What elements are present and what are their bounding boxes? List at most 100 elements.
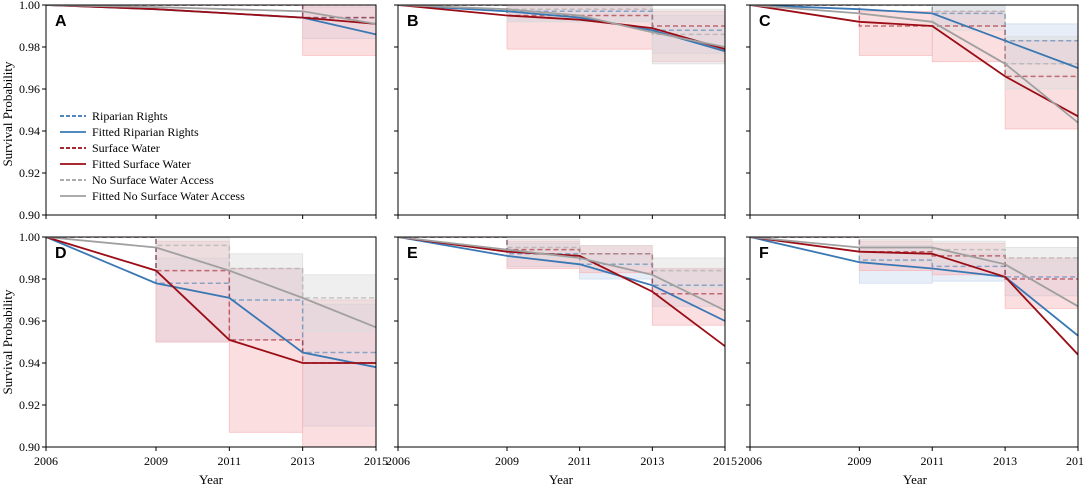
- y-tick-label: 1.00: [19, 0, 40, 12]
- legend-label: Fitted No Surface Water Access: [92, 189, 245, 203]
- panel-frame: [749, 236, 1079, 448]
- none-fitted-curve: [398, 5, 725, 48]
- panel-F: 2006 2009 2011 2013 2015 F: [738, 236, 1084, 468]
- x-tick-label: 2013: [291, 454, 315, 468]
- none-ci-band: [651, 8, 725, 65]
- none-ci-band: [579, 244, 653, 267]
- x-tick-label: 2015: [364, 454, 388, 468]
- none-ci-band: [1004, 247, 1078, 274]
- y-tick-label: 0.92: [19, 166, 40, 180]
- riparian-fitted-curve: [46, 237, 376, 369]
- legend-label: Fitted Riparian Rights: [92, 125, 199, 139]
- x-tick-label: 2009: [847, 454, 871, 468]
- none-fitted-curve: [46, 237, 376, 329]
- riparian-km-curve: [398, 5, 725, 31]
- x-tick-label: 2006: [738, 454, 762, 468]
- riparian-fitted-curve: [750, 5, 1078, 69]
- panel-D: 0.90 0.92 0.94 0.96 0.98 1.00 2006 2009 2011 2013…: [19, 230, 388, 468]
- x-tick-label: 2015: [1066, 454, 1084, 468]
- surface-fitted-curve: [398, 237, 725, 347]
- panel-frame: [397, 236, 726, 448]
- panel-plot-area: [46, 237, 376, 447]
- legend-label: Surface Water: [92, 141, 160, 155]
- panel-frame: [45, 236, 377, 448]
- y-tick-label: 0.94: [19, 356, 40, 370]
- surface-ci-band: [155, 240, 230, 343]
- x-axis-title-1: Year: [199, 472, 224, 487]
- panel-frame: [45, 4, 377, 216]
- x-tick-label: 2009: [495, 454, 519, 468]
- riparian-km-curve: [750, 5, 1078, 42]
- y-tick-label: 0.96: [19, 82, 40, 96]
- y-tick-label: 1.00: [19, 230, 40, 244]
- panel-A: 0.90 0.92 0.94 0.96 0.98 1.00 A Riparian Rights…: [19, 0, 377, 222]
- surface-fitted-curve: [750, 5, 1078, 118]
- legend-label: No Surface Water Access: [92, 173, 214, 187]
- none-ci-band: [651, 257, 725, 288]
- surface-ci-band: [228, 268, 304, 433]
- none-ci-band: [155, 237, 230, 269]
- panel-plot-area: [750, 237, 1078, 356]
- legend-label: Riparian Rights: [92, 109, 168, 123]
- x-tick-label: 2011: [920, 454, 944, 468]
- none-fitted-curve: [750, 237, 1078, 308]
- riparian-fitted-curve: [398, 237, 725, 322]
- panel-letter: D: [55, 245, 67, 262]
- surface-fitted-curve: [750, 237, 1078, 356]
- x-tick-label: 2011: [568, 454, 592, 468]
- panel-frame: [397, 4, 726, 216]
- x-tick-label: 2009: [144, 454, 168, 468]
- y-tick-label: 0.98: [19, 272, 40, 286]
- surface-ci-band: [1004, 40, 1078, 130]
- y-tick-label: 0.92: [19, 398, 40, 412]
- none-km-curve: [750, 237, 1078, 259]
- y-tick-label: 0.94: [19, 124, 40, 138]
- panel-letter: B: [407, 13, 419, 30]
- none-km-curve: [46, 237, 376, 299]
- none-ci-band: [931, 240, 1006, 265]
- y-axis-title-top: Survival Probability: [0, 61, 15, 167]
- none-km-curve: [750, 5, 1078, 65]
- panel-B: B: [394, 4, 726, 219]
- x-tick-label: 2011: [218, 454, 242, 468]
- x-tick-label: 2015: [713, 454, 737, 468]
- none-km-curve: [398, 237, 725, 272]
- x-axis-title-2: Year: [549, 472, 574, 487]
- surface-fitted-curve: [46, 5, 376, 25]
- panel-letter: C: [759, 13, 771, 30]
- panel-E: 2006 2009 2011 2013 2015 E: [386, 236, 737, 468]
- surface-fitted-curve: [398, 5, 725, 50]
- surface-fitted-curve: [46, 237, 376, 364]
- none-fitted-curve: [46, 5, 376, 25]
- panel-letter: F: [759, 245, 769, 262]
- x-tick-label: 2006: [386, 454, 410, 468]
- y-tick-label: 0.98: [19, 40, 40, 54]
- legend-label: Fitted Surface Water: [92, 157, 191, 171]
- none-fitted-curve: [398, 237, 725, 312]
- panel-plot-area: [398, 5, 725, 65]
- panel-plot-area: [46, 5, 376, 56]
- panel-C: C: [746, 4, 1079, 219]
- legend: Riparian Rights Fitted Riparian Rights Sur…: [60, 109, 245, 203]
- riparian-fitted-curve: [750, 237, 1078, 337]
- panel-letter: E: [407, 245, 418, 262]
- y-tick-label: 0.90: [19, 440, 40, 454]
- y-axis-title-bottom: Survival Probability: [0, 289, 15, 395]
- x-tick-label: 2006: [34, 454, 58, 468]
- panel-frame: [749, 4, 1079, 216]
- none-ci-band: [228, 253, 304, 301]
- none-ci-band: [858, 238, 933, 263]
- panel-letter: A: [55, 13, 67, 30]
- none-fitted-curve: [750, 5, 1078, 124]
- surface-ci-band: [651, 10, 725, 63]
- surface-ci-band: [302, 299, 376, 447]
- panel-plot-area: [398, 237, 725, 347]
- x-axis-title-3: Year: [903, 472, 928, 487]
- x-tick-label: 2013: [993, 454, 1017, 468]
- x-tick-label: 2013: [640, 454, 664, 468]
- y-tick-label: 0.96: [19, 314, 40, 328]
- none-km-curve: [398, 5, 725, 36]
- y-tick-label: 0.90: [19, 208, 40, 222]
- panel-plot-area: [750, 5, 1078, 130]
